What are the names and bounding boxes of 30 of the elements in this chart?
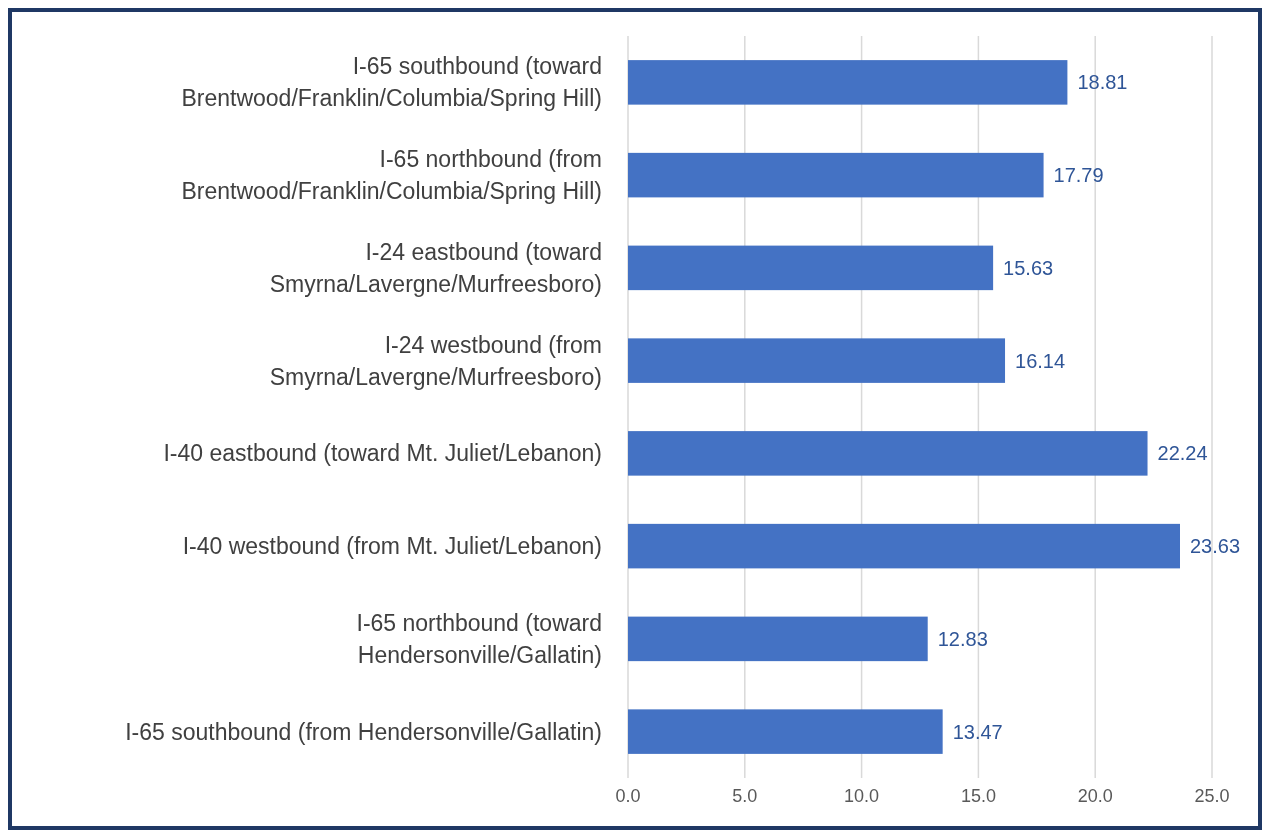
data-label: 18.81: [1077, 71, 1128, 94]
bar: [628, 338, 1006, 383]
data-label: 16.14: [1015, 349, 1066, 372]
data-label: 12.83: [937, 627, 988, 650]
x-tick-label: 15.0: [960, 786, 996, 806]
y-tick-label: I-40 westbound (from Mt. Juliet/Lebanon): [182, 533, 602, 560]
bar: [628, 616, 928, 662]
y-tick-label: I-65 southbound (toward Brentwood/Franklin/Columbia/Spring Hill): [181, 53, 602, 112]
x-tick-label: 0.0: [615, 786, 641, 806]
x-tick-label: 25.0: [1194, 786, 1230, 806]
data-label: 22.24: [1157, 442, 1208, 465]
bar: [628, 152, 1044, 198]
data-label: 23.63: [1190, 535, 1241, 558]
x-tick-label: 10.0: [844, 786, 880, 806]
y-tick-label: I-24 westbound (from Smyrna/Lavergne/Murfreesboro): [269, 331, 602, 390]
bar: [628, 523, 1180, 569]
y-tick-label: I-24 eastbound (toward Smyrna/Lavergne/Murfreesboro): [269, 238, 602, 297]
bar: [628, 709, 943, 754]
y-tick-label: I-65 northbound (toward Hendersonville/Gallatin): [356, 609, 602, 668]
data-label: 15.63: [1003, 256, 1054, 279]
bar: [628, 245, 994, 291]
x-tick-label: 20.0: [1077, 786, 1113, 806]
bar: [628, 431, 1148, 476]
x-tick-label: 5.0: [732, 786, 758, 806]
y-tick-label: I-65 southbound (from Hendersonville/Gallatin): [125, 718, 602, 745]
data-label: 13.47: [952, 720, 1003, 743]
data-label: 17.79: [1053, 164, 1104, 187]
bar: [628, 60, 1068, 105]
y-tick-label: I-40 eastbound (toward Mt. Juliet/Lebanon): [163, 440, 602, 467]
y-tick-label: I-65 northbound (from Brentwood/Franklin/Columbia/Spring Hill): [181, 146, 602, 205]
